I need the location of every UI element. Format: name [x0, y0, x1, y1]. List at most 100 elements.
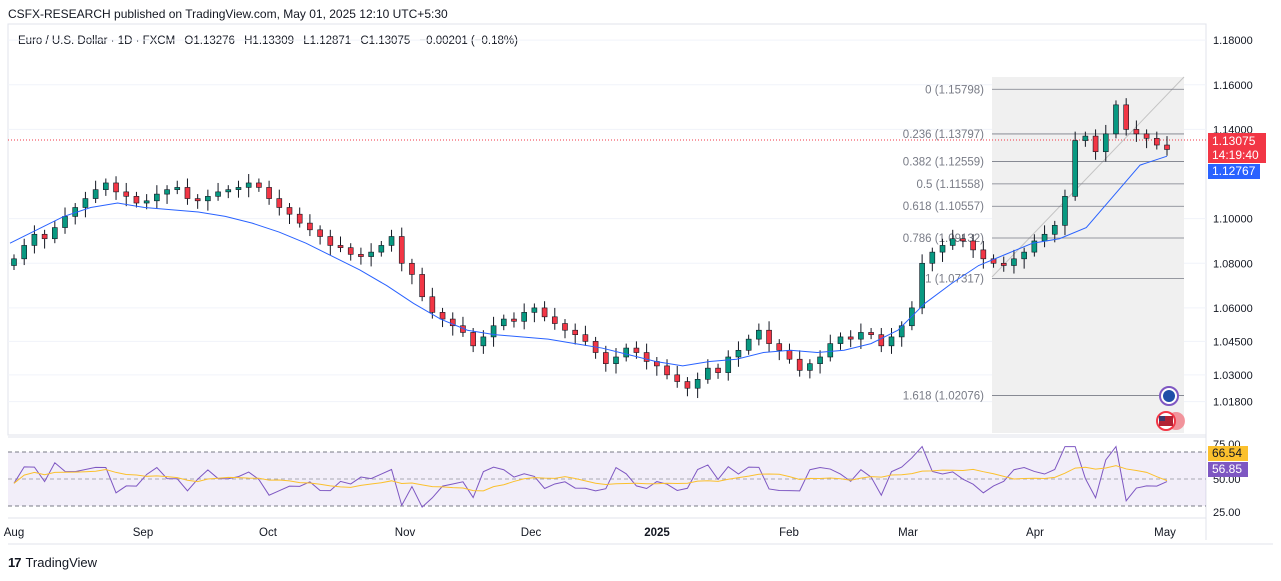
fib-retracement-area[interactable] [992, 77, 1184, 433]
symbol-name[interactable]: Euro / U.S. Dollar · 1D · FXCM [18, 35, 176, 47]
price-axis-ticks: 1.180001.160001.140001.100001.080001.060… [1213, 35, 1253, 408]
candle-body [786, 349, 793, 360]
candle-body [266, 187, 272, 199]
candle-body [327, 236, 334, 246]
candle-body [215, 191, 221, 197]
candle-body [1102, 133, 1109, 153]
tradingview-logo[interactable]: 17 TradingView [8, 555, 97, 570]
candle-body [551, 316, 558, 324]
last-price-value: 1.13075 [1212, 134, 1256, 148]
candle-body [582, 334, 589, 342]
candle-body [286, 207, 293, 215]
candle-body [245, 182, 252, 188]
time-label: Mar [898, 527, 918, 539]
price-tick: 1.06000 [1213, 303, 1253, 315]
ohlc-low: L1.12871 [303, 35, 352, 47]
candle-body [664, 365, 670, 376]
candle-body [1021, 251, 1027, 260]
candle-body [868, 332, 874, 335]
candle-body [1133, 129, 1140, 135]
candle-body [684, 381, 691, 389]
candle-body [337, 245, 344, 248]
candle-body [490, 325, 497, 338]
candle-body [898, 325, 905, 338]
candle-body [11, 258, 17, 266]
tradingview-wordmark: TradingView [25, 555, 98, 570]
candle-body [837, 336, 844, 344]
candle-body [21, 245, 28, 260]
candle-body [1051, 225, 1058, 235]
candle-body [1143, 133, 1150, 139]
tradingview-mark-icon: 17 [8, 555, 22, 570]
fib-level-label: 1.618 (1.02076) [903, 390, 984, 402]
candle-body [235, 187, 242, 190]
candle-body [919, 262, 925, 309]
candle-body [980, 249, 987, 260]
candle-body [378, 245, 385, 253]
fib-level-label: 0 (1.15798) [925, 84, 984, 96]
candle-body [103, 182, 109, 190]
bar-countdown: 14:19:40 [1212, 148, 1259, 162]
candle-body [52, 227, 58, 240]
price-tick: 1.16000 [1213, 80, 1253, 92]
candle-body [358, 254, 364, 257]
candle-body [470, 332, 476, 347]
ohlc-close: C1.13075 [360, 35, 411, 47]
candle-body [41, 233, 48, 240]
candle-body [613, 356, 619, 364]
candle-body [113, 182, 119, 193]
candle-body [133, 196, 140, 204]
candle-body [766, 329, 772, 344]
price-tick: 1.01800 [1213, 397, 1253, 409]
price-tick: 1.08000 [1213, 258, 1253, 270]
candle-body [817, 356, 823, 364]
fib-trend-line [991, 76, 1185, 278]
candle-body [705, 367, 711, 380]
candle-body [949, 238, 956, 246]
rsi-line [13, 445, 1168, 508]
candle-body [1041, 233, 1048, 242]
candle-body [296, 213, 303, 224]
candle-body [807, 363, 813, 371]
candle-body [847, 336, 854, 340]
candle-body [960, 238, 966, 242]
candle-body [205, 196, 211, 202]
ohlc-open: O1.13276 [184, 35, 235, 47]
economic-event-eu-icon[interactable] [1159, 386, 1179, 406]
candle-body [929, 251, 936, 264]
candle-body [858, 332, 864, 340]
symbol-legend[interactable]: Euro / U.S. Dollar · 1D · FXCM O1.13276 … [18, 35, 524, 47]
candle-body [368, 251, 374, 257]
candle-body [1000, 262, 1007, 266]
candle-body [521, 312, 527, 322]
candle-body [572, 329, 578, 335]
candle-body [1031, 240, 1038, 253]
candle-body [1062, 196, 1068, 226]
fib-level-label: 1 (1.07317) [925, 274, 984, 286]
candle-body [939, 245, 946, 253]
candle-body [633, 347, 640, 353]
price-tick: 1.03000 [1213, 370, 1253, 382]
candle-body [745, 338, 752, 351]
economic-event-us-icon[interactable] [1156, 411, 1185, 431]
candle-body [531, 307, 538, 313]
time-label: Sep [133, 527, 153, 539]
candle-body [1113, 104, 1119, 135]
rsi-tick-50: 50.00 [1213, 474, 1241, 486]
price-tick: 1.10000 [1213, 214, 1253, 226]
time-axis-labels: Aug Sep Oct Nov Dec 2025 Feb Mar Apr May [4, 527, 1176, 539]
fib-levels: 0 (1.15798) 0.236 (1.13797) 0.382 (1.12559… [903, 84, 1184, 402]
ohlc-change: −0.00201 (−0.18%) [419, 35, 518, 47]
candle-body [878, 334, 885, 347]
candle-body [31, 233, 38, 246]
rsi-value-badge: 56.85 [1208, 462, 1248, 477]
candle-body [735, 349, 742, 358]
candle-body [307, 222, 313, 231]
fib-level-label: 0.618 (1.10557) [903, 201, 984, 213]
candle-body [1011, 258, 1017, 266]
candle-body [1123, 104, 1129, 130]
fib-level-label: 0.236 (1.13797) [903, 129, 984, 141]
ma-value-badge: 1.12767 [1208, 164, 1260, 179]
candle-body [1153, 138, 1160, 146]
